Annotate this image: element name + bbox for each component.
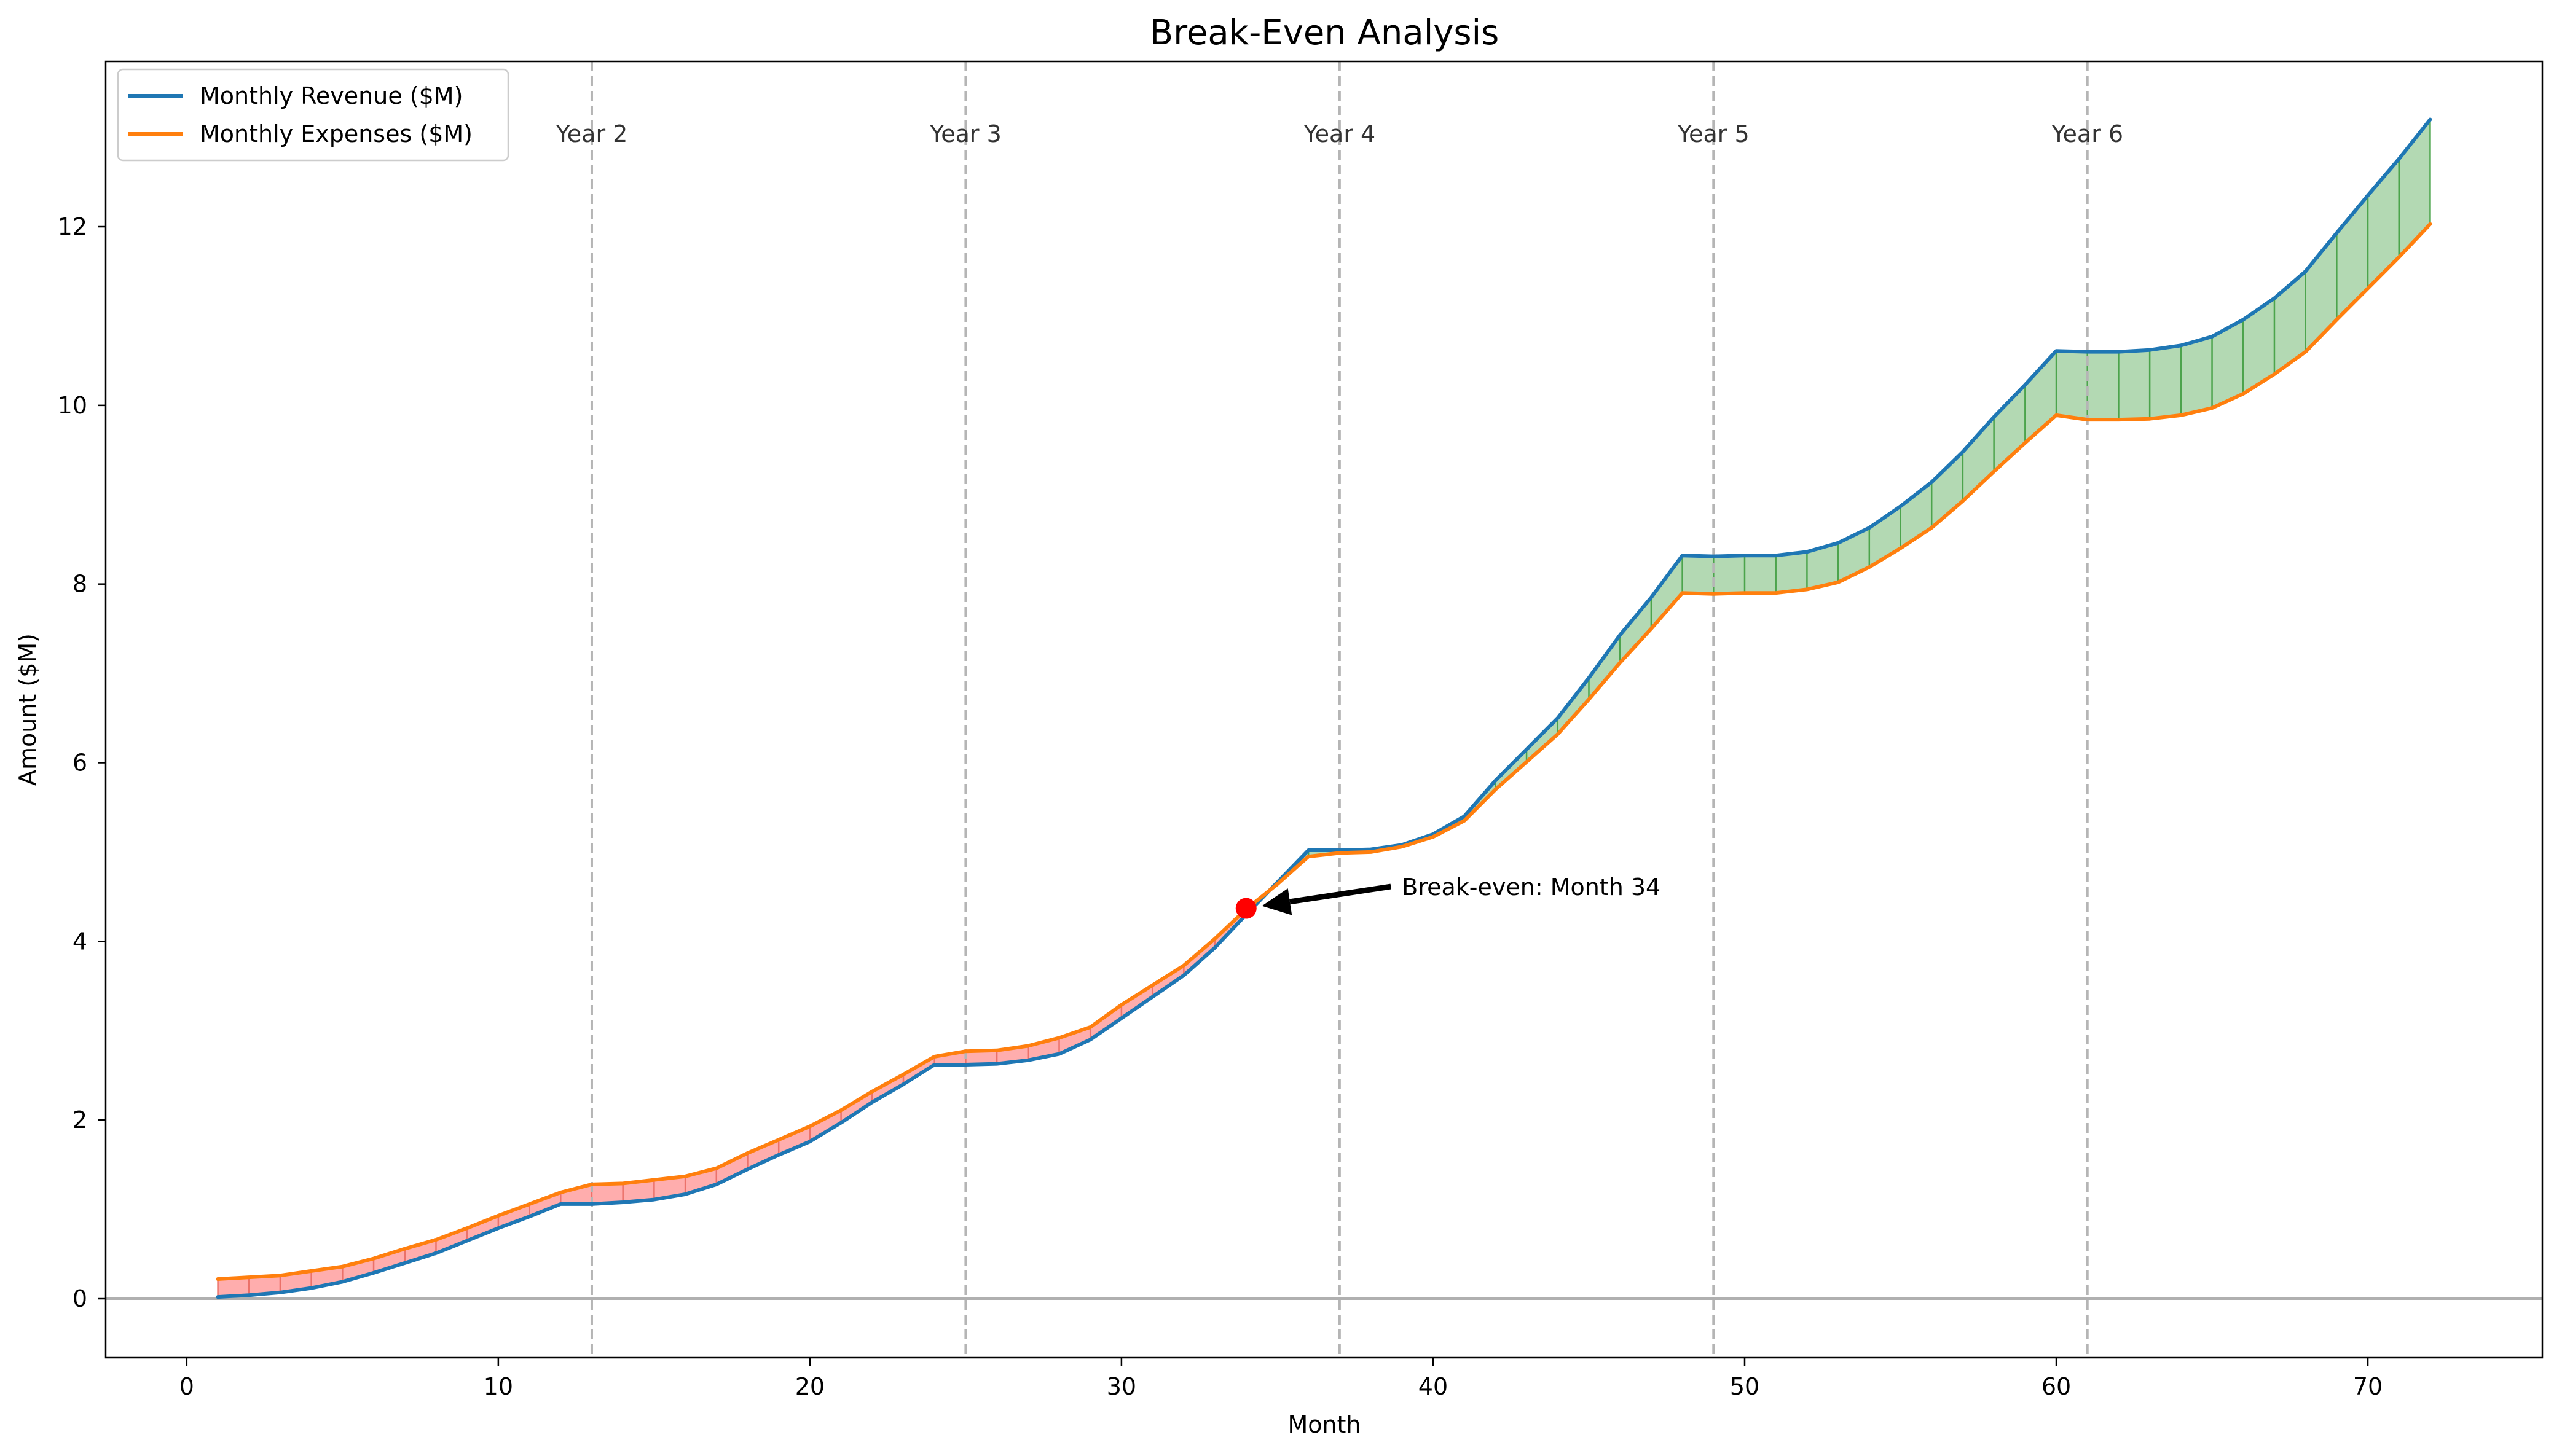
legend: Monthly Revenue ($M) Monthly Expenses ($… — [117, 68, 509, 162]
expenses-line — [216, 222, 2432, 1281]
loss-fill-segment — [934, 1051, 966, 1065]
loss-fill-segment — [249, 1275, 280, 1296]
profit-fill-segment — [1745, 555, 1776, 593]
y-tick-label: 0 — [73, 1285, 87, 1312]
loss-fill-segment — [623, 1180, 654, 1202]
x-tick-label: 40 — [1418, 1373, 1448, 1400]
loss-fill-segment — [218, 1277, 250, 1297]
loss-fill-segment — [467, 1215, 498, 1241]
profit-fill-segment — [2118, 350, 2150, 420]
legend-label-revenue: Monthly Revenue ($M) — [200, 82, 463, 109]
chart-title: Break-Even Analysis — [1150, 13, 1499, 53]
loss-fill-segment — [560, 1184, 592, 1204]
year-marker-label: Year 5 — [1677, 120, 1750, 147]
y-tick-label: 8 — [73, 571, 87, 598]
profit-fill-segment — [1620, 597, 1651, 663]
year-marker-label: Year 4 — [1303, 120, 1375, 147]
revenue-line — [216, 117, 2432, 1299]
loss-fill-segment — [716, 1153, 748, 1184]
loss-fill-segment — [841, 1091, 873, 1123]
plot-area: Year 2 Year 3 Year 4 Year 5 Year 6 Break-even… — [106, 61, 2542, 1358]
profit-fill-segment — [1557, 678, 1589, 734]
profit-fill-segment — [2336, 195, 2368, 320]
profit-fill-segment — [2087, 351, 2119, 420]
x-tick-label: 0 — [179, 1373, 194, 1400]
profit-fill-segment — [1775, 552, 1807, 593]
loss-fill-segment — [592, 1183, 623, 1204]
loss-fill-segment — [779, 1126, 810, 1155]
loss-fill-segment — [529, 1192, 561, 1217]
profit-fill-segment — [1962, 417, 1994, 501]
loss-fill-segment — [809, 1110, 841, 1142]
y-tick-label: 4 — [73, 928, 87, 955]
break-even-arrow-shaft — [1289, 883, 1391, 905]
x-tick-label: 50 — [1730, 1373, 1759, 1400]
legend-box — [117, 68, 509, 162]
x-axis-label: Month — [1287, 1411, 1361, 1438]
profit-fill-segment — [2368, 159, 2399, 289]
profit-fill-segment — [1713, 555, 1745, 594]
loss-fill-segment — [1059, 1027, 1091, 1054]
profit-fill-segment — [2274, 271, 2306, 374]
loss-fill-segment — [1152, 965, 1184, 997]
break-even-label: Break-even: Month 34 — [1402, 874, 1660, 901]
break-even-point — [1235, 898, 1257, 919]
loss-fill-segment — [498, 1204, 530, 1229]
loss-fill-segment — [436, 1228, 468, 1253]
axes: 0 10 20 30 40 50 60 70 0 2 4 6 8 10 12 — [58, 213, 2383, 1400]
x-tick-label: 70 — [2353, 1373, 2383, 1400]
profit-fill-segment — [1931, 452, 1963, 528]
break-even-arrow-head — [1262, 888, 1292, 915]
plot-frame — [104, 60, 2544, 1359]
profit-fill-segment — [1682, 555, 1714, 594]
x-tick-label: 30 — [1107, 1373, 1136, 1400]
x-tick-label: 20 — [795, 1373, 825, 1400]
y-tick-label: 2 — [73, 1106, 87, 1133]
loss-fill-segment — [872, 1074, 903, 1103]
year-marker-label: Year 6 — [2051, 120, 2123, 147]
y-tick-label: 12 — [58, 213, 87, 240]
loss-fill-segment — [342, 1258, 374, 1282]
y-axis-label: Amount ($M) — [14, 633, 41, 786]
loss-fill-segment — [280, 1270, 312, 1293]
profit-fill-segment — [1589, 635, 1621, 700]
profit-fill-segment — [2399, 119, 2430, 257]
y-tick-label: 10 — [58, 392, 87, 419]
profit-fill-segment — [2212, 319, 2244, 409]
profit-fill-segment — [2180, 336, 2212, 415]
profit-fill-segment — [1807, 542, 1839, 590]
profit-fill-segment — [2056, 351, 2088, 420]
x-tick-label: 10 — [484, 1373, 513, 1400]
profit-fill-segment — [1527, 718, 1558, 762]
year-marker-label: Year 3 — [929, 120, 1002, 147]
loss-fill-segment — [374, 1248, 405, 1273]
x-tick-label: 60 — [2041, 1373, 2071, 1400]
profit-fill-segment — [2150, 345, 2181, 419]
loss-fill-segment — [404, 1240, 436, 1263]
legend-label-expenses: Monthly Expenses ($M) — [200, 120, 473, 147]
y-tick-label: 6 — [73, 750, 87, 777]
profit-fill-segment — [1838, 528, 1869, 582]
profit-fill-segment — [1651, 555, 1683, 629]
loss-fill-segment — [747, 1140, 779, 1170]
year-marker-label: Year 2 — [556, 120, 628, 147]
loss-fill-segment — [965, 1050, 997, 1065]
loss-fill-segment — [1121, 985, 1153, 1019]
loss-fill-segment — [1090, 1004, 1122, 1040]
profit-fill-segment — [2243, 298, 2274, 394]
